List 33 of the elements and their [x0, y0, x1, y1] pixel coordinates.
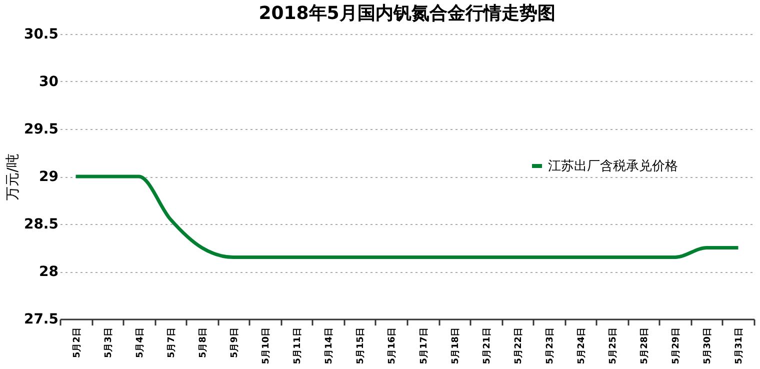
x-tick-label: 5月28日: [639, 328, 650, 364]
x-tick-label: 5月4日: [134, 328, 146, 358]
x-tick-label: 5月16日: [386, 328, 398, 364]
y-tick-label: 30.5: [24, 26, 58, 42]
legend-label: 江苏出厂含税承兑价格: [548, 159, 678, 174]
x-tick-label: 5月8日: [197, 328, 208, 358]
y-tick-label: 28.5: [24, 216, 58, 232]
x-tick-label: 5月29日: [670, 328, 682, 364]
x-tick-label: 5月17日: [418, 328, 430, 364]
x-tick-label: 5月3日: [102, 328, 114, 358]
x-tick-label: 5月18日: [450, 328, 461, 364]
x-tick-label: 5月25日: [608, 328, 619, 364]
x-tick-label: 5月23日: [544, 328, 556, 364]
y-tick-label: 27.5: [24, 312, 58, 328]
x-tick-label: 5月22日: [512, 328, 524, 364]
x-tick-label: 5月7日: [166, 328, 177, 358]
x-tick-label: 5月11日: [292, 328, 304, 364]
x-tick-label: 5月2日: [71, 328, 82, 358]
y-tick-label: 28: [39, 264, 58, 280]
x-tick-label: 5月31日: [734, 328, 745, 364]
x-tick-label: 5月15日: [355, 328, 366, 364]
x-tick-label: 5月21日: [481, 328, 492, 364]
x-tick-label: 5月30日: [702, 328, 714, 364]
x-tick-label: 5月24日: [576, 328, 587, 364]
x-tick-label: 5月10日: [260, 328, 272, 364]
y-axis-title: 万元/吨: [4, 154, 21, 200]
line-series: [74, 174, 740, 259]
x-tick-label: 5月9日: [229, 328, 240, 358]
chart-title: 2018年5月国内钒氮合金行情走势图: [258, 3, 556, 24]
y-tick-label: 30: [39, 74, 59, 90]
x-tick-label: 5月14日: [324, 328, 335, 364]
y-tick-label: 29: [39, 169, 58, 185]
y-tick-label: 29.5: [24, 122, 58, 138]
